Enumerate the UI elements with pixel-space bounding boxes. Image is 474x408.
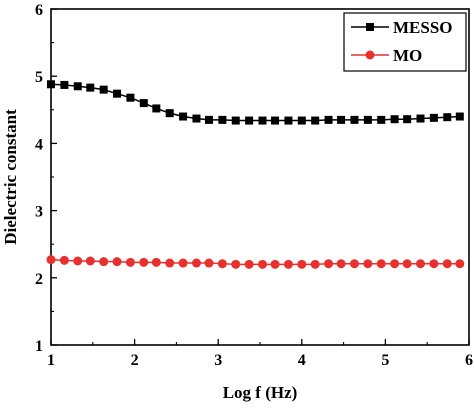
data-point-mo (270, 259, 280, 269)
data-point-messo (218, 115, 227, 124)
x-tick-label: 4 (298, 352, 306, 369)
data-point-messo (205, 115, 214, 124)
data-point-messo (363, 115, 372, 124)
data-point-mo (204, 258, 214, 268)
data-point-messo (455, 112, 464, 121)
data-point-messo (192, 114, 201, 123)
data-point-mo (283, 259, 293, 269)
data-point-mo (455, 259, 465, 269)
data-point-mo (402, 259, 412, 269)
legend: MESSO MO (343, 12, 467, 72)
data-point-mo (349, 259, 359, 269)
data-point-mo (178, 258, 188, 268)
series-layer (46, 80, 465, 269)
data-point-messo (126, 93, 135, 102)
legend-marker-mo (365, 50, 375, 60)
data-point-mo (99, 257, 109, 267)
data-point-mo (231, 259, 241, 269)
data-point-messo (231, 116, 240, 125)
y-axis-title: Dielectric constant (1, 109, 20, 245)
data-point-mo (59, 255, 69, 265)
data-point-mo (336, 259, 346, 269)
data-point-messo (416, 114, 425, 123)
data-point-mo (442, 259, 452, 269)
data-point-messo (403, 115, 412, 124)
axis-ticks: 1 2 3 4 5 6 1 2 3 4 5 6 (35, 2, 473, 369)
data-point-messo (152, 104, 161, 113)
y-tick-label: 5 (35, 69, 43, 86)
x-tick-label: 5 (381, 352, 389, 369)
data-point-messo (86, 83, 95, 92)
x-axis-title: Log f (Hz) (223, 383, 298, 402)
data-point-messo (377, 115, 386, 124)
y-tick-label: 3 (35, 204, 43, 221)
data-point-mo (244, 259, 254, 269)
data-point-messo (337, 115, 346, 124)
legend-label-messo: MESSO (393, 18, 453, 37)
data-point-mo (324, 259, 334, 269)
data-point-messo (99, 85, 108, 94)
data-point-messo (271, 116, 280, 125)
data-point-messo (429, 113, 438, 122)
data-point-mo (310, 259, 320, 269)
data-point-messo (324, 115, 333, 124)
x-tick-label: 3 (214, 352, 222, 369)
data-point-mo (112, 257, 122, 267)
data-point-messo (297, 116, 306, 125)
y-tick-label: 6 (35, 2, 43, 19)
data-point-mo (297, 259, 307, 269)
data-point-mo (85, 256, 95, 266)
legend-marker-messo (366, 23, 374, 31)
data-point-mo (416, 259, 426, 269)
data-point-mo (139, 257, 149, 267)
data-point-mo (429, 259, 439, 269)
data-point-mo (363, 259, 373, 269)
data-point-messo (258, 116, 267, 125)
series-line-messo (50, 83, 460, 122)
data-point-mo (376, 259, 386, 269)
data-point-messo (113, 89, 122, 98)
data-point-messo (179, 112, 188, 121)
data-point-messo (311, 116, 320, 125)
data-point-messo (60, 80, 69, 89)
y-tick-label: 4 (35, 136, 43, 153)
data-point-messo (139, 99, 148, 108)
data-point-messo (443, 113, 452, 122)
data-point-messo (73, 82, 82, 91)
data-point-mo (46, 255, 56, 265)
x-tick-label: 6 (465, 352, 473, 369)
data-point-mo (390, 259, 400, 269)
legend-label-mo: MO (393, 46, 422, 65)
series-messo (47, 80, 464, 125)
data-point-messo (245, 116, 254, 125)
data-point-messo (284, 116, 293, 125)
legend-box (343, 12, 467, 72)
data-point-mo (258, 259, 268, 269)
data-point-mo (191, 258, 201, 268)
x-tick-label: 1 (47, 352, 55, 369)
data-point-messo (350, 115, 359, 124)
x-tick-label: 2 (131, 352, 139, 369)
y-tick-label: 1 (35, 338, 43, 355)
data-point-mo (217, 259, 227, 269)
data-point-mo (151, 257, 161, 267)
y-tick-label: 2 (35, 271, 43, 288)
data-point-messo (390, 115, 399, 124)
data-point-mo (73, 256, 83, 266)
data-point-mo (165, 258, 175, 268)
data-point-messo (165, 109, 174, 118)
series-mo (46, 255, 465, 269)
data-point-messo (47, 80, 55, 89)
data-point-mo (125, 257, 135, 267)
